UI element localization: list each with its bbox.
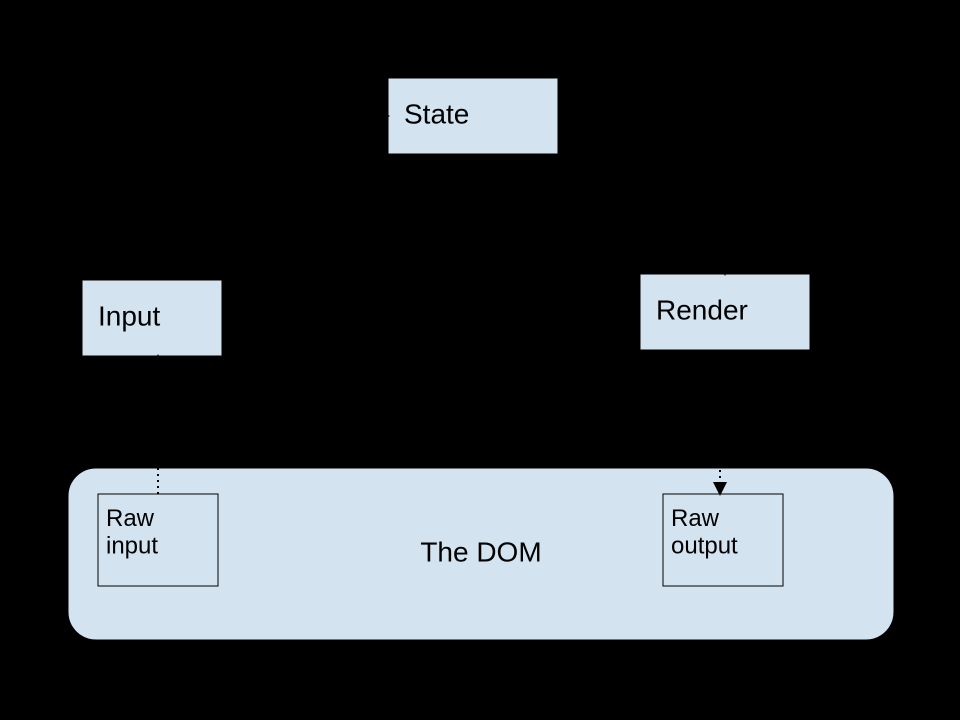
node-raw-input-label: Rawinput bbox=[106, 505, 158, 560]
node-input-label: Input bbox=[98, 300, 160, 331]
node-raw-output: Rawoutput bbox=[663, 494, 783, 586]
node-input: Input bbox=[82, 280, 222, 356]
node-render: Render bbox=[640, 274, 810, 350]
node-state: State bbox=[388, 78, 558, 154]
node-raw-input: Rawinput bbox=[98, 494, 218, 586]
edge-state-to-render bbox=[558, 116, 725, 274]
diagram-canvas: The DOM Rawinput Rawoutput State Input R… bbox=[0, 0, 960, 720]
edges bbox=[152, 116, 725, 494]
node-render-label: Render bbox=[656, 294, 748, 325]
edge-input-to-state bbox=[152, 116, 388, 280]
node-state-label: State bbox=[404, 98, 469, 129]
node-dom-label: The DOM bbox=[420, 536, 541, 567]
